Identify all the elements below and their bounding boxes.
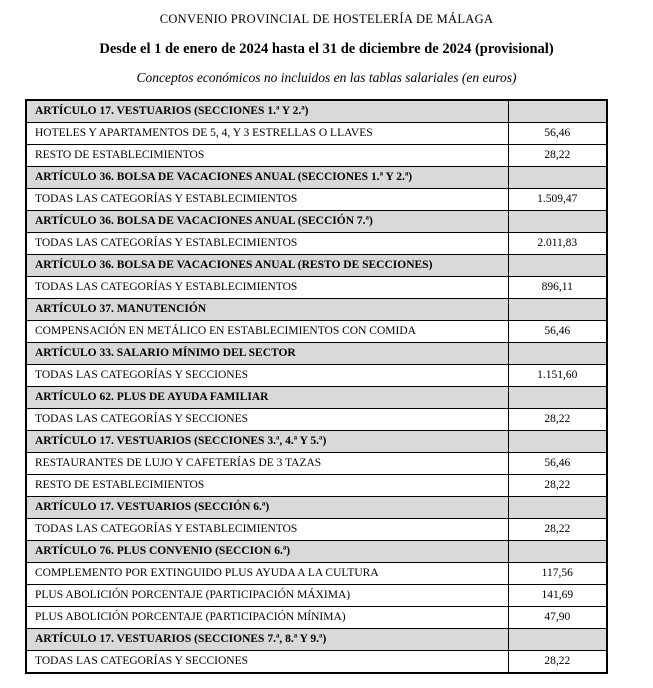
row-label: ARTÍCULO 33. SALARIO MÍNIMO DEL SECTOR [25, 342, 509, 365]
row-label: RESTO DE ESTABLECIMIENTOS [25, 144, 509, 167]
row-label: COMPENSACIÓN EN METÁLICO EN ESTABLECIMIE… [25, 320, 509, 343]
section-row: ARTÍCULO 33. SALARIO MÍNIMO DEL SECTOR [25, 342, 608, 365]
row-label: PLUS ABOLICIÓN PORCENTAJE (PARTICIPACIÓN… [25, 584, 509, 607]
table-row: TODAS LAS CATEGORÍAS Y SECCIONES 28,22 [25, 408, 608, 431]
table-row: TODAS LAS CATEGORÍAS Y ESTABLECIMIENTOS 2… [25, 232, 608, 255]
row-label: RESTO DE ESTABLECIMIENTOS [25, 474, 509, 497]
row-value: 141,69 [507, 584, 608, 607]
row-value [507, 166, 608, 189]
row-label: TODAS LAS CATEGORÍAS Y ESTABLECIMIENTOS [25, 518, 509, 541]
row-value: 1.509,47 [507, 188, 608, 211]
row-label: ARTÍCULO 17. VESTUARIOS (SECCIONES 7.ª, … [25, 628, 509, 651]
row-label: COMPLEMENTO POR EXTINGUIDO PLUS AYUDA A … [25, 562, 509, 585]
row-label: TODAS LAS CATEGORÍAS Y ESTABLECIMIENTOS [25, 188, 509, 211]
table-row: PLUS ABOLICIÓN PORCENTAJE (PARTICIPACIÓN… [25, 606, 608, 629]
row-label: RESTAURANTES DE LUJO Y CAFETERÍAS DE 3 T… [25, 452, 509, 475]
row-value [507, 496, 608, 519]
economic-concepts-table-body: ARTÍCULO 17. VESTUARIOS (SECCIONES 1.ª Y… [25, 99, 608, 674]
row-value: 28,22 [507, 474, 608, 497]
row-label: ARTÍCULO 36. BOLSA DE VACACIONES ANUAL (… [25, 166, 509, 189]
table-row: PLUS ABOLICIÓN PORCENTAJE (PARTICIPACIÓN… [25, 584, 608, 607]
table-row: COMPLEMENTO POR EXTINGUIDO PLUS AYUDA A … [25, 562, 608, 585]
row-label: ARTÍCULO 36. BOLSA DE VACACIONES ANUAL (… [25, 210, 509, 233]
row-value [507, 430, 608, 453]
row-label: PLUS ABOLICIÓN PORCENTAJE (PARTICIPACIÓN… [25, 606, 509, 629]
section-row: ARTÍCULO 36. BOLSA DE VACACIONES ANUAL (… [25, 210, 608, 233]
section-row: ARTÍCULO 17. VESTUARIOS (SECCIONES 3.ª, … [25, 430, 608, 453]
row-label: TODAS LAS CATEGORÍAS Y SECCIONES [25, 650, 509, 674]
row-value [507, 298, 608, 321]
row-value [507, 342, 608, 365]
row-value [507, 628, 608, 651]
row-value: 28,22 [507, 650, 608, 674]
row-value: 28,22 [507, 408, 608, 431]
row-value: 28,22 [507, 144, 608, 167]
row-value: 56,46 [507, 122, 608, 145]
row-value [507, 254, 608, 277]
row-value [507, 540, 608, 563]
row-label: ARTÍCULO 17. VESTUARIOS (SECCIONES 3.ª, … [25, 430, 509, 453]
document-subtitle: Desde el 1 de enero de 2024 hasta el 31 … [99, 41, 554, 57]
section-row: ARTÍCULO 36. BOLSA DE VACACIONES ANUAL (… [25, 166, 608, 189]
table-row: RESTO DE ESTABLECIMIENTOS 28,22 [25, 474, 608, 497]
section-row: ARTÍCULO 17. VESTUARIOS (SECCIÓN 6.ª) [25, 496, 608, 519]
row-value: 56,46 [507, 320, 608, 343]
row-value: 2.011,83 [507, 232, 608, 255]
row-label: TODAS LAS CATEGORÍAS Y SECCIONES [25, 364, 509, 387]
table-row: TODAS LAS CATEGORÍAS Y SECCIONES 28,22 [25, 650, 608, 674]
section-row: ARTÍCULO 17. VESTUARIOS (SECCIONES 1.ª Y… [25, 99, 608, 123]
row-value [507, 99, 608, 123]
row-label: TODAS LAS CATEGORÍAS Y SECCIONES [25, 408, 509, 431]
row-label: ARTÍCULO 17. VESTUARIOS (SECCIÓN 6.ª) [25, 496, 509, 519]
document-title: CONVENIO PROVINCIAL DE HOSTELERÍA DE MÁL… [159, 12, 494, 26]
section-row: ARTÍCULO 36. BOLSA DE VACACIONES ANUAL (… [25, 254, 608, 277]
row-value [507, 386, 608, 409]
row-label: ARTÍCULO 76. PLUS CONVENIO (SECCION 6.ª) [25, 540, 509, 563]
table-row: TODAS LAS CATEGORÍAS Y ESTABLECIMIENTOS 8… [25, 276, 608, 299]
table-row: TODAS LAS CATEGORÍAS Y SECCIONES 1.151,60 [25, 364, 608, 387]
row-value: 56,46 [507, 452, 608, 475]
row-label: ARTÍCULO 36. BOLSA DE VACACIONES ANUAL (… [25, 254, 509, 277]
row-value: 1.151,60 [507, 364, 608, 387]
document-caption: Conceptos económicos no incluidos en las… [136, 70, 517, 85]
document-header: CONVENIO PROVINCIAL DE HOSTELERÍA DE MÁL… [0, 0, 653, 86]
row-label: ARTÍCULO 17. VESTUARIOS (SECCIONES 1.ª Y… [25, 99, 509, 123]
table-row: TODAS LAS CATEGORÍAS Y ESTABLECIMIENTOS 1… [25, 188, 608, 211]
section-row: ARTÍCULO 37. MANUTENCIÓN [25, 298, 608, 321]
table-row: COMPENSACIÓN EN METÁLICO EN ESTABLECIMIE… [25, 320, 608, 343]
economic-concepts-table: ARTÍCULO 17. VESTUARIOS (SECCIONES 1.ª Y… [25, 99, 608, 674]
table-row: TODAS LAS CATEGORÍAS Y ESTABLECIMIENTOS 2… [25, 518, 608, 541]
row-value: 28,22 [507, 518, 608, 541]
row-value: 47,90 [507, 606, 608, 629]
row-label: ARTÍCULO 62. PLUS DE AYUDA FAMILIAR [25, 386, 509, 409]
table-row: RESTAURANTES DE LUJO Y CAFETERÍAS DE 3 T… [25, 452, 608, 475]
row-label: HOTELES Y APARTAMENTOS DE 5, 4, Y 3 ESTR… [25, 122, 509, 145]
section-row: ARTÍCULO 76. PLUS CONVENIO (SECCION 6.ª) [25, 540, 608, 563]
table-row: HOTELES Y APARTAMENTOS DE 5, 4, Y 3 ESTR… [25, 122, 608, 145]
row-label: TODAS LAS CATEGORÍAS Y ESTABLECIMIENTOS [25, 232, 509, 255]
row-label: ARTÍCULO 37. MANUTENCIÓN [25, 298, 509, 321]
row-value [507, 210, 608, 233]
row-value: 896,11 [507, 276, 608, 299]
table-row: RESTO DE ESTABLECIMIENTOS 28,22 [25, 144, 608, 167]
section-row: ARTÍCULO 62. PLUS DE AYUDA FAMILIAR [25, 386, 608, 409]
row-value: 117,56 [507, 562, 608, 585]
section-row: ARTÍCULO 17. VESTUARIOS (SECCIONES 7.ª, … [25, 628, 608, 651]
row-label: TODAS LAS CATEGORÍAS Y ESTABLECIMIENTOS [25, 276, 509, 299]
